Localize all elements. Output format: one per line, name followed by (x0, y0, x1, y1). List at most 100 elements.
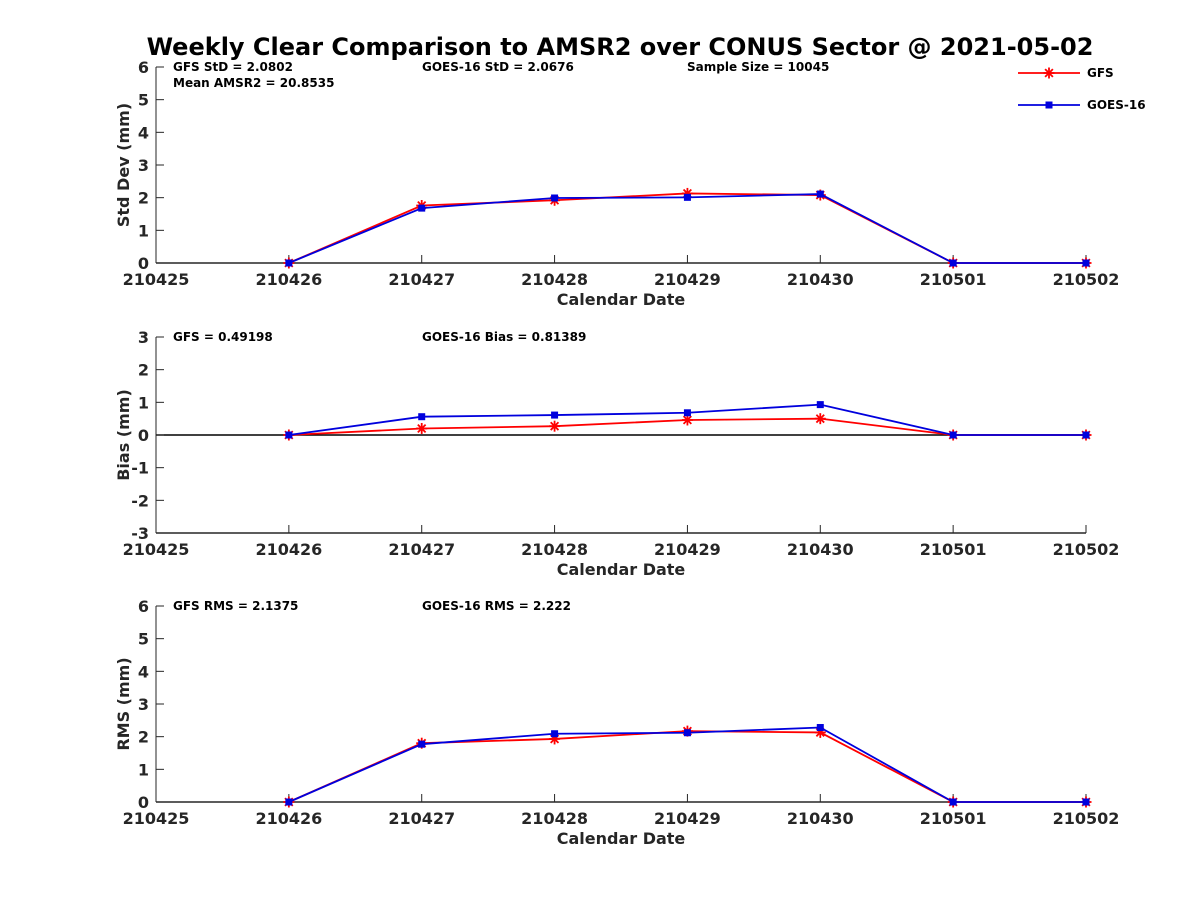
y-tick-label: 1 (138, 393, 149, 412)
x-axis-label: Calendar Date (557, 560, 686, 579)
marker-stroke (550, 421, 560, 431)
legend-label: GFS (1087, 66, 1114, 80)
x-tick-label: 210425 (123, 540, 190, 559)
legend-item: GFS (1018, 66, 1114, 80)
panel-2: -3 -2 -1 0 1 2 3 210425 210426 210427 210428 210429… (114, 328, 1119, 579)
legend: GFS GOES-16 (1018, 66, 1146, 112)
data-point (418, 740, 426, 748)
y-tick-label: 3 (138, 156, 149, 175)
x-tick-label: 210429 (654, 270, 721, 289)
y-axis-label: Bias (mm) (114, 389, 133, 481)
data-point (816, 401, 824, 409)
stat-annotation: GFS RMS = 2.1375 (173, 599, 298, 613)
series-line (288, 192, 1086, 264)
marker-stroke (682, 415, 692, 425)
x-tick-label: 210430 (787, 809, 854, 828)
y-tick-label: 5 (138, 630, 149, 649)
y-tick-label: 0 (138, 254, 149, 273)
y-tick-label: 2 (138, 728, 149, 747)
data-point (949, 259, 957, 267)
data-point (949, 798, 957, 806)
x-tick-label: 210428 (521, 270, 588, 289)
y-tick-label: 6 (138, 597, 149, 616)
y-axis-label: RMS (mm) (114, 657, 133, 750)
data-point (285, 259, 293, 267)
y-tick-label: -2 (131, 491, 149, 510)
x-axis-label: Calendar Date (557, 829, 686, 848)
y-tick-label: 1 (138, 221, 149, 240)
x-tick-label: 210425 (123, 809, 190, 828)
marker-stroke (1044, 68, 1054, 78)
y-tick-label: 4 (138, 123, 149, 142)
y-tick-label: 4 (138, 662, 149, 681)
data-point (549, 420, 561, 432)
series-goes-16 (285, 190, 1090, 267)
x-tick-label: 210429 (654, 540, 721, 559)
x-tick-label: 210426 (255, 809, 322, 828)
data-point (816, 724, 824, 732)
y-tick-label: 5 (138, 91, 149, 110)
stat-annotation: Mean AMSR2 = 20.8535 (173, 76, 334, 90)
legend-item: GOES-16 (1018, 98, 1146, 112)
x-tick-label: 210427 (388, 540, 455, 559)
stat-annotation: GOES-16 StD = 2.0676 (422, 60, 574, 74)
y-tick-label: 0 (138, 426, 149, 445)
x-tick-label: 210429 (654, 809, 721, 828)
y-axis-label: Std Dev (mm) (114, 103, 133, 227)
y-tick-label: 3 (138, 695, 149, 714)
stat-annotation: GFS StD = 2.0802 (173, 60, 293, 74)
x-tick-label: 210428 (521, 809, 588, 828)
data-point (285, 798, 293, 806)
x-tick-label: 210501 (920, 270, 987, 289)
stat-annotation: GOES-16 RMS = 2.222 (422, 599, 571, 613)
series-gfs (283, 413, 1092, 441)
x-tick-label: 210501 (920, 540, 987, 559)
x-tick-label: 210430 (787, 540, 854, 559)
data-point (551, 194, 559, 202)
data-point (949, 431, 957, 439)
y-tick-label: 2 (138, 361, 149, 380)
y-tick-label: 0 (138, 793, 149, 812)
x-tick-label: 210502 (1053, 809, 1120, 828)
data-point (418, 413, 426, 421)
x-axis-label: Calendar Date (557, 290, 686, 309)
x-tick-label: 210425 (123, 270, 190, 289)
data-point (681, 414, 693, 426)
y-tick-label: 2 (138, 189, 149, 208)
series-goes-16 (285, 401, 1090, 439)
data-point (683, 409, 691, 417)
x-tick-label: 210427 (388, 270, 455, 289)
stat-annotation: GOES-16 Bias = 0.81389 (422, 330, 586, 344)
panel-1: 0 1 2 3 4 5 6 210425 210426 210427 210428 210429 210… (114, 58, 1119, 309)
stat-annotation: GFS = 0.49198 (173, 330, 273, 344)
data-point (683, 193, 691, 201)
x-tick-label: 210430 (787, 270, 854, 289)
data-point (551, 730, 559, 738)
data-point (1082, 431, 1090, 439)
data-point (1082, 798, 1090, 806)
stat-annotation: Sample Size = 10045 (687, 60, 829, 74)
legend-label: GOES-16 (1087, 98, 1146, 112)
data-point (551, 411, 559, 419)
data-point (1082, 259, 1090, 267)
x-tick-label: 210426 (255, 540, 322, 559)
series-line (288, 726, 1086, 803)
marker-stroke (815, 414, 825, 424)
x-tick-label: 210502 (1053, 270, 1120, 289)
marker-stroke (417, 423, 427, 433)
data-point (416, 422, 428, 434)
series-line (288, 193, 1086, 264)
x-tick-label: 210426 (255, 270, 322, 289)
figure-title: Weekly Clear Comparison to AMSR2 over CO… (147, 33, 1094, 61)
data-point (683, 729, 691, 737)
legend-marker (1043, 67, 1055, 79)
data-point (418, 204, 426, 212)
x-tick-label: 210427 (388, 809, 455, 828)
y-tick-label: -3 (131, 524, 149, 543)
x-tick-label: 210428 (521, 540, 588, 559)
y-tick-label: -1 (131, 459, 149, 478)
y-tick-label: 6 (138, 58, 149, 77)
x-tick-label: 210501 (920, 809, 987, 828)
legend-marker (1045, 101, 1053, 109)
